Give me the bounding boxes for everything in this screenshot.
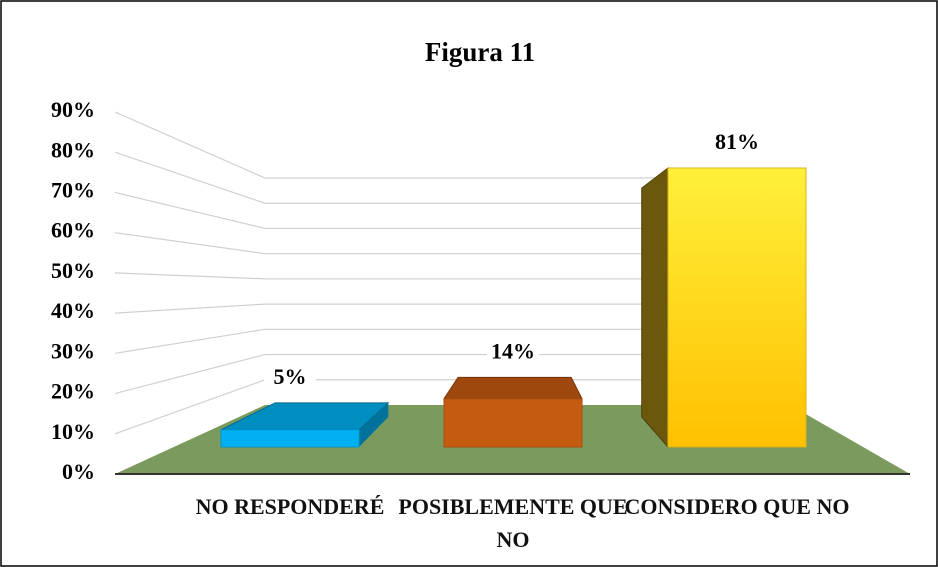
- y-tick-label: 60%: [51, 218, 95, 243]
- bar-side: [641, 166, 669, 449]
- bar: [443, 398, 583, 448]
- y-tick-label: 40%: [51, 298, 95, 323]
- data-label: 5%: [274, 364, 307, 389]
- x-tick-label: NO RESPONDERÉ: [195, 494, 385, 519]
- grid-line: [114, 328, 790, 354]
- y-tick-label: 50%: [51, 258, 95, 283]
- grid-line: [114, 111, 790, 179]
- y-tick-label: 30%: [51, 338, 95, 363]
- bar-side: [359, 402, 389, 447]
- grid-line: [114, 303, 790, 314]
- x-tick-label: CONSIDERO QUE NO: [624, 494, 850, 519]
- grid-line: [114, 353, 790, 395]
- data-label: 81%: [715, 129, 759, 154]
- data-label-bg: [264, 363, 316, 394]
- data-label-bg: [487, 338, 539, 369]
- grid-line: [114, 232, 790, 255]
- bar-top: [443, 376, 583, 400]
- bar: [667, 167, 807, 448]
- y-tick-label: 10%: [51, 419, 95, 444]
- y-tick-label: 20%: [51, 379, 95, 404]
- bar: [220, 429, 360, 448]
- data-label: 14%: [491, 338, 535, 363]
- chart-title: Figura 11: [425, 37, 535, 67]
- grid-line: [114, 151, 790, 204]
- y-tick-label: 0%: [62, 459, 95, 484]
- y-tick-label: 70%: [51, 177, 95, 202]
- grid-line: [114, 272, 790, 280]
- y-tick-label: 80%: [51, 137, 95, 162]
- x-tick-label: POSIBLEMENTE QUE NO: [398, 494, 628, 552]
- y-tick-label: 90%: [51, 97, 95, 122]
- grid-line: [114, 191, 790, 230]
